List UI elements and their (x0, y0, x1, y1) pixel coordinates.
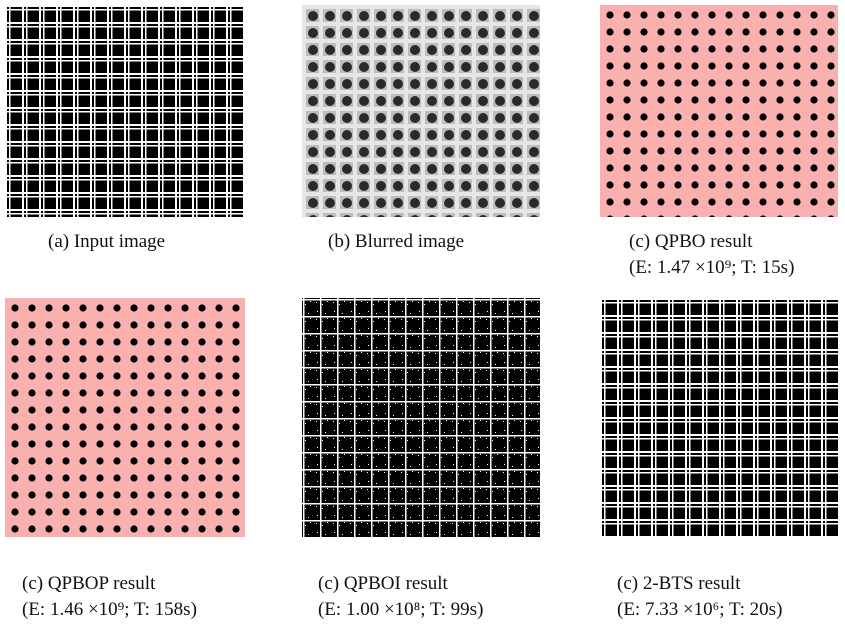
input-image (5, 5, 245, 217)
blurred-image (302, 5, 540, 217)
caption: (a) Input image (48, 229, 165, 255)
caption: (c) QPBOI result (318, 571, 448, 597)
caption-detail: (E: 7.33 ×10⁶; T: 20s) (617, 597, 782, 623)
caption: (c) QPBOP result (22, 571, 155, 597)
caption-detail: (E: 1.00 ×10⁸; T: 99s) (318, 597, 483, 623)
qpbo-image (600, 5, 838, 217)
caption: (c) 2-BTS result (617, 571, 740, 597)
caption: (c) QPBO result (629, 229, 752, 255)
qpboi-image (302, 298, 540, 537)
figure: (a) Input image (b) Blurred image (c) QP… (0, 0, 845, 625)
caption: (b) Blurred image (328, 229, 464, 255)
caption-detail: (E: 1.47 ×10⁹; T: 15s) (629, 255, 794, 281)
qpbop-image (5, 298, 245, 537)
caption-detail: (E: 1.46 ×10⁹; T: 158s) (22, 597, 197, 623)
bts-image (600, 298, 838, 537)
